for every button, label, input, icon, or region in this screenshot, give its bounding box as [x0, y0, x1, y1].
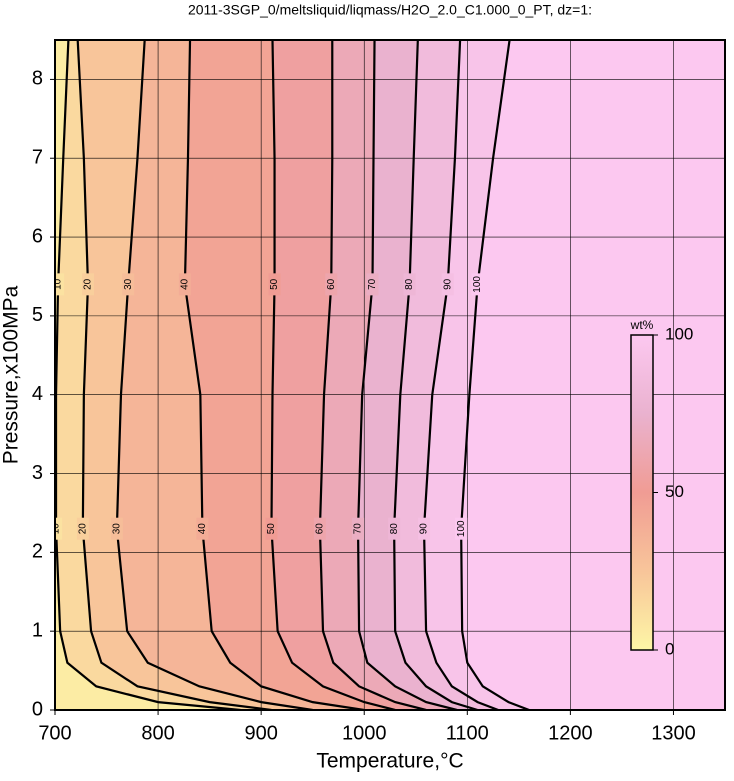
contour-line [183, 40, 365, 710]
contour-label: 60 [326, 278, 337, 290]
colorbar-label: wt% [630, 318, 654, 332]
contour-label-bg [403, 273, 416, 296]
y-tick-label: 1 [32, 619, 43, 641]
y-tick-label: 5 [32, 304, 43, 326]
contour-label: 100 [456, 520, 467, 537]
colorbar-tick-label: 0 [665, 639, 674, 658]
x-tick-label: 800 [141, 722, 174, 744]
contour-label-bg [418, 517, 431, 540]
y-tick-label: 7 [32, 147, 43, 169]
contour-line [460, 40, 530, 710]
contour-label-bg [110, 517, 123, 540]
contour-label: 90 [419, 523, 430, 535]
plot-area: 10 10 20 20 30 30 40 40 50 50 60 60 70 70 80 80 90 90 100 1… [51, 40, 725, 710]
contour-label: 10 [53, 278, 64, 290]
colorbar-tick-label: 50 [665, 482, 684, 501]
contour-label-bg [55, 517, 63, 540]
x-tick-label: 900 [244, 722, 277, 744]
contour-band [56, 40, 272, 710]
contour-line [422, 40, 499, 710]
contour-label: 10 [51, 523, 62, 535]
contour-label-bg [178, 273, 191, 296]
contour-label: 30 [123, 278, 134, 290]
contour-label-bg [313, 517, 326, 540]
contour-label-bg [268, 273, 281, 296]
colorbar [630, 334, 654, 651]
contour-label-bg [196, 517, 209, 540]
contour-label-bg [455, 517, 468, 540]
y-tick-label: 6 [32, 225, 43, 247]
contour-label-bg [122, 273, 135, 296]
contour-label-bg [388, 517, 401, 540]
contour-band [319, 40, 457, 710]
contour-label-bg [265, 517, 278, 540]
contour-label-bg [81, 273, 94, 296]
x-tick-label: 1300 [651, 722, 696, 744]
contour-label-bg [441, 273, 454, 296]
contour-label: 30 [111, 523, 122, 535]
contour-line [318, 40, 427, 710]
x-tick-label: 1200 [548, 722, 593, 744]
contour-label-bg [55, 273, 65, 296]
contour-line [76, 40, 272, 710]
contour-label-bg [471, 273, 484, 296]
y-tick-label: 2 [32, 541, 43, 563]
contour-label: 90 [442, 278, 453, 290]
x-tick-label: 1000 [342, 722, 387, 744]
colorbar-tick-label: 100 [665, 324, 693, 343]
contour-band [461, 40, 725, 710]
contour-label: 80 [389, 523, 400, 535]
y-tick-label: 0 [32, 698, 43, 720]
contour-band [77, 40, 313, 710]
contour-line [115, 40, 313, 710]
plot-frame [54, 39, 726, 711]
contour-line [393, 40, 478, 710]
contour-label: 100 [472, 276, 483, 293]
x-tick-label: 700 [38, 722, 71, 744]
y-tick-label: 4 [32, 383, 43, 405]
contour-line [55, 40, 241, 710]
contour-band [358, 40, 478, 710]
contour-band [424, 40, 530, 710]
y-axis-label: Pressure,x100MPa [0, 285, 23, 464]
contour-band [394, 40, 499, 710]
contour-line [356, 40, 458, 710]
contour-label: 40 [180, 278, 191, 290]
contour-label: 40 [197, 523, 208, 535]
y-tick-label: 3 [32, 462, 43, 484]
x-axis-label: Temperature,°C [316, 750, 463, 773]
contour-label-bg [325, 273, 338, 296]
contour-band [271, 40, 427, 710]
contour-label-bg [366, 273, 379, 296]
contour-line [270, 40, 396, 710]
contour-label: 50 [266, 523, 277, 535]
contour-label: 50 [269, 278, 280, 290]
contour-label-bg [352, 517, 365, 540]
contour-label: 20 [83, 278, 94, 290]
contour-label: 70 [353, 523, 364, 535]
y-tick-label: 8 [32, 68, 43, 90]
contour-label: 20 [77, 523, 88, 535]
contour-label: 70 [367, 278, 378, 290]
contour-band [116, 40, 365, 710]
contour-label: 80 [404, 278, 415, 290]
contour-label-bg [76, 517, 89, 540]
contour-band [184, 40, 396, 710]
contour-label: 60 [315, 523, 326, 535]
x-tick-label: 1100 [446, 722, 489, 744]
chart-title: 2011-3SGP_0/meltsliquid/liqmass/H2O_2.0_… [188, 2, 592, 18]
